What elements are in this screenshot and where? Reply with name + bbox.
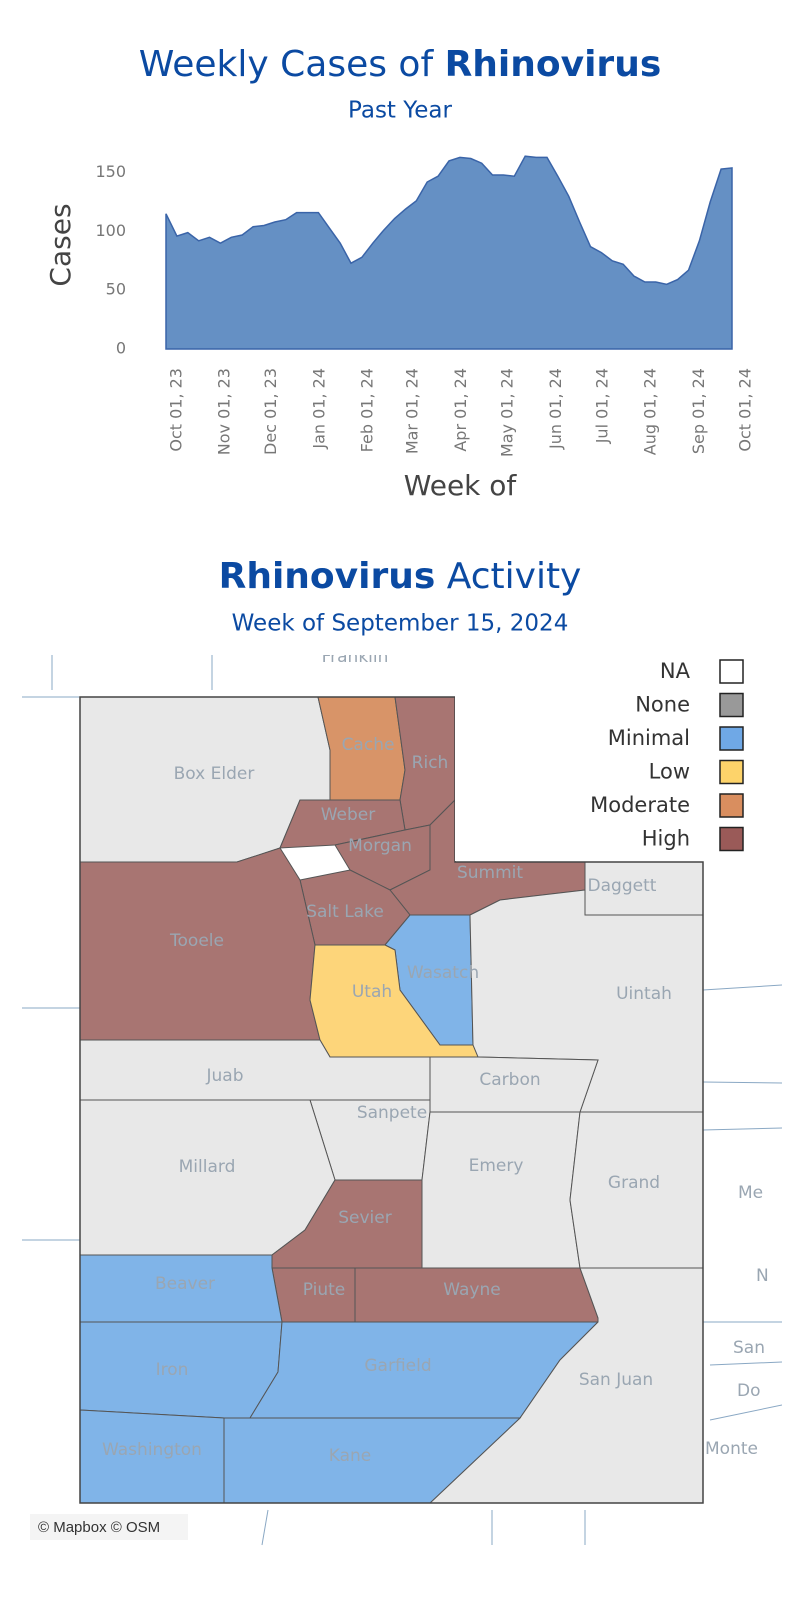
county-label: Kane bbox=[329, 1446, 372, 1466]
legend: NA None Minimal Low Moderate High bbox=[455, 656, 760, 861]
outside-labels: Franklin Me N San Do Monte bbox=[322, 647, 769, 1459]
x-tick-label: Feb 01, 24 bbox=[358, 368, 377, 452]
map-title: Rhinovirus Activity bbox=[219, 556, 582, 597]
county-label: Wayne bbox=[443, 1280, 500, 1300]
county-label: Piute bbox=[303, 1280, 346, 1300]
legend-label: NA bbox=[660, 659, 691, 683]
county-label: Salt Lake bbox=[306, 902, 384, 922]
title-part: Weekly Cases of bbox=[139, 44, 435, 85]
county-label: Garfield bbox=[364, 1356, 431, 1376]
map-subtitle: Week of September 15, 2024 bbox=[232, 611, 569, 637]
county-label: Millard bbox=[179, 1157, 236, 1177]
county-label: Grand bbox=[608, 1173, 660, 1193]
county-label: Weber bbox=[321, 805, 376, 825]
attribution: © Mapbox © OSM bbox=[38, 1519, 160, 1536]
y-axis-label: Cases bbox=[44, 203, 77, 286]
area-chart: 0 50 100 150 Oct 01, 23 Nov 01, 23 Dec 01, 23 J… bbox=[95, 155, 755, 457]
county-label: Uintah bbox=[616, 984, 672, 1004]
map: Box Elder Cache Rich Weber Morgan Summit Dagge… bbox=[22, 647, 782, 1550]
legend-swatch bbox=[719, 659, 744, 684]
y-tick-label: 150 bbox=[95, 162, 126, 181]
county-label: Carbon bbox=[479, 1070, 540, 1090]
legend-swatch bbox=[719, 793, 744, 818]
title-part: Activity bbox=[447, 556, 582, 597]
legend-background bbox=[455, 656, 760, 861]
county-label: Washington bbox=[102, 1440, 202, 1460]
x-tick-label: Oct 01, 24 bbox=[736, 368, 755, 452]
county-label: Utah bbox=[352, 982, 392, 1002]
y-tick-label: 100 bbox=[95, 221, 126, 240]
county-label: Box Elder bbox=[174, 764, 255, 784]
area bbox=[165, 155, 733, 350]
x-tick-label: Sep 01, 24 bbox=[689, 368, 708, 454]
county-label: Rich bbox=[412, 753, 449, 773]
chart-title: Weekly Cases of Rhinovirus bbox=[139, 44, 662, 85]
outside-label: Do bbox=[737, 1381, 761, 1401]
counties: Box Elder Cache Rich Weber Morgan Summit Dagge… bbox=[79, 696, 704, 1504]
legend-label: Moderate bbox=[590, 793, 690, 817]
legend-label: None bbox=[635, 693, 690, 717]
outside-label: San bbox=[733, 1338, 765, 1358]
legend-swatch bbox=[719, 692, 744, 718]
legend-label: Low bbox=[649, 760, 690, 784]
x-axis-label: Week of bbox=[404, 469, 518, 502]
title-part: Rhinovirus bbox=[219, 556, 436, 597]
x-tick-label: Jul 01, 24 bbox=[592, 368, 611, 444]
county-label: Daggett bbox=[588, 876, 657, 896]
county bbox=[279, 799, 406, 849]
county-label: Morgan bbox=[348, 836, 412, 856]
y-tick-label: 0 bbox=[116, 339, 126, 358]
x-tick-label: Aug 01, 24 bbox=[641, 368, 660, 455]
legend-swatch bbox=[719, 826, 744, 852]
x-tick-label: Dec 01, 23 bbox=[261, 368, 280, 455]
y-tick-label: 50 bbox=[106, 280, 126, 299]
x-tick-label: Jun 01, 24 bbox=[546, 368, 565, 450]
x-tick-label: Jan 01, 24 bbox=[309, 368, 328, 450]
county-label: Sanpete bbox=[357, 1103, 427, 1123]
county bbox=[79, 1099, 336, 1256]
legend-label: High bbox=[642, 827, 690, 851]
x-tick-label: Nov 01, 23 bbox=[215, 368, 234, 455]
neighbor-borders bbox=[22, 655, 782, 1546]
x-tick-label: May 01, 24 bbox=[498, 368, 517, 457]
legend-swatch bbox=[719, 759, 744, 785]
county-label: Summit bbox=[457, 863, 523, 883]
outside-label: Monte bbox=[705, 1439, 758, 1459]
outside-label: Franklin bbox=[322, 647, 389, 667]
attribution-box bbox=[30, 1514, 188, 1540]
county bbox=[421, 1111, 581, 1269]
chart-subtitle: Past Year bbox=[348, 98, 452, 124]
legend-swatch bbox=[719, 726, 744, 751]
county-label: Sevier bbox=[338, 1208, 391, 1228]
county-label: Iron bbox=[156, 1360, 189, 1380]
legend-label: Minimal bbox=[608, 726, 690, 750]
x-tick-label: Oct 01, 23 bbox=[166, 368, 185, 452]
outside-label: Me bbox=[738, 1183, 763, 1203]
county-label: Tooele bbox=[169, 931, 224, 951]
x-tick-label: Apr 01, 24 bbox=[451, 368, 470, 452]
outside-label: N bbox=[756, 1266, 769, 1286]
x-tick-label: Mar 01, 24 bbox=[403, 368, 422, 454]
title-part: Rhinovirus bbox=[445, 44, 662, 85]
county-label: Cache bbox=[342, 735, 395, 755]
county-label: Wasatch bbox=[407, 963, 479, 983]
county-label: Emery bbox=[469, 1156, 524, 1176]
county-label: Beaver bbox=[155, 1274, 215, 1294]
county-label: San Juan bbox=[579, 1370, 653, 1390]
county-label: Juab bbox=[206, 1066, 244, 1086]
